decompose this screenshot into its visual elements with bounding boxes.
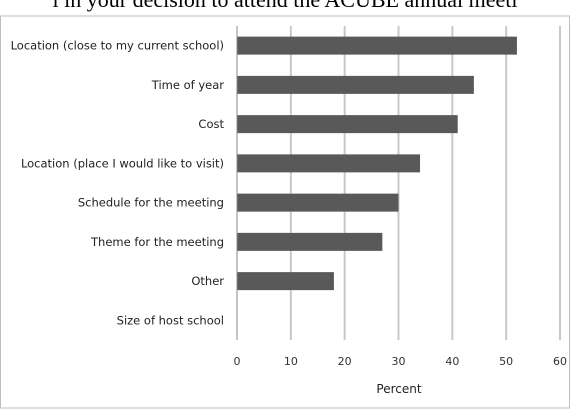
- x-tick-labels: 0 10 20 30 40 50 60: [234, 355, 568, 368]
- gridlines: [289, 26, 561, 340]
- bars: [237, 36, 517, 291]
- x-tick-label: 20: [338, 355, 352, 368]
- category-label: Theme for the meeting: [90, 235, 224, 249]
- category-label: Size of host school: [117, 313, 224, 327]
- bar: [237, 232, 383, 251]
- bar: [237, 272, 334, 291]
- x-tick-label: 60: [553, 355, 567, 368]
- category-label: Schedule for the meeting: [78, 196, 224, 210]
- category-label: Location (close to my current school): [11, 39, 224, 53]
- x-tick-label: 50: [499, 355, 513, 368]
- bar: [237, 115, 458, 134]
- x-tick-label: 0: [234, 355, 241, 368]
- bar: [237, 36, 517, 55]
- category-label: Other: [191, 274, 224, 288]
- category-label: Time of year: [151, 78, 224, 92]
- category-labels: Location (close to my current school) Tim…: [11, 39, 225, 328]
- bar: [237, 193, 399, 212]
- chart-title: l in your decision to attend the ACUBE a…: [0, 0, 570, 14]
- x-tick-label: 10: [284, 355, 298, 368]
- bar: [237, 154, 421, 173]
- bar: [237, 75, 474, 94]
- chart-border: [0, 15, 570, 409]
- category-label: Location (place I would like to visit): [21, 156, 224, 170]
- category-label: Cost: [198, 117, 224, 131]
- x-axis-label: Percent: [376, 382, 421, 396]
- x-tick-label: 40: [445, 355, 459, 368]
- x-tick-label: 30: [392, 355, 406, 368]
